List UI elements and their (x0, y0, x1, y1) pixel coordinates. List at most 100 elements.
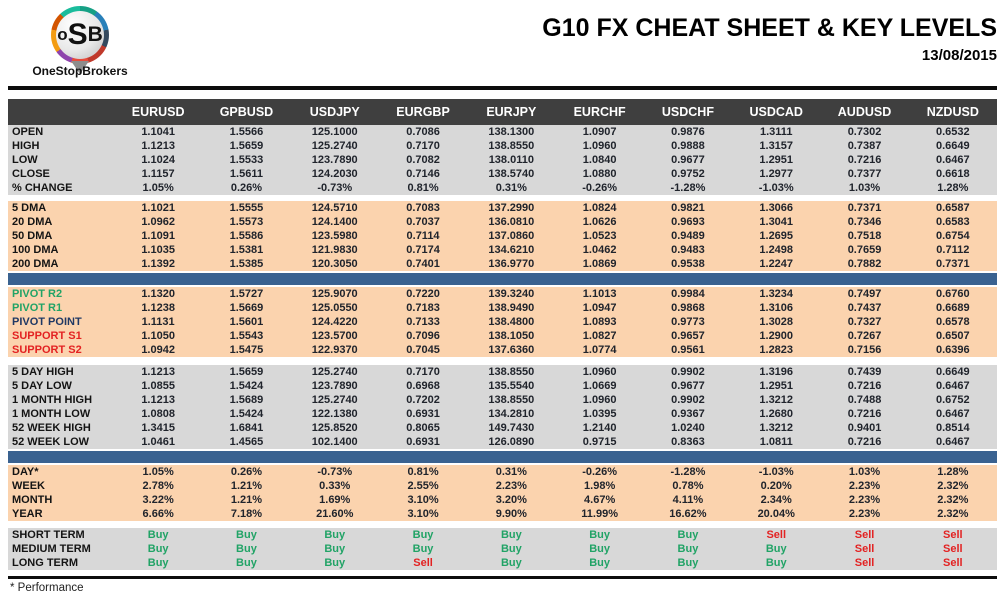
value-cell: 1.1320 (141, 288, 175, 300)
table-row: OPEN 1.1041 1.5566 125.1000 0.7086 138.1300 1.… (8, 125, 997, 139)
value-cell: 0.7220 (406, 288, 440, 300)
value-cell: 0.6931 (406, 436, 440, 448)
value-cell: 0.7183 (406, 302, 440, 314)
value-cell: 1.0880 (582, 168, 617, 180)
value-cell: -1.03% (758, 466, 794, 478)
column-header-gpbusd: GPBUSD (219, 105, 274, 119)
value-cell: 120.3050 (311, 258, 358, 270)
value-cell: 124.2030 (311, 168, 358, 180)
value-cell: 1.4565 (229, 436, 264, 448)
table-row: SUPPORT S2 1.0942 1.5475 122.9370 0.7045 137.… (8, 343, 997, 357)
value-cell: 1.3066 (759, 202, 794, 214)
value-cell: 0.9821 (671, 202, 705, 214)
value-cell: 125.2740 (311, 366, 358, 378)
value-cell: 1.03% (848, 466, 881, 478)
value-cell: 124.1400 (311, 216, 358, 228)
value-cell: 136.9770 (488, 258, 535, 270)
value-cell: 1.2680 (759, 408, 794, 420)
value-cell: 0.7174 (406, 244, 440, 256)
value-cell: 0.7216 (847, 408, 882, 420)
value-cell: 1.1238 (141, 302, 175, 314)
value-cell: 0.7082 (406, 154, 440, 166)
value-cell: 1.0240 (671, 422, 705, 434)
value-cell: 125.9070 (311, 288, 358, 300)
value-cell: 0.9752 (671, 168, 705, 180)
value-cell: 0.7488 (847, 394, 882, 406)
value-cell: 1.5669 (229, 302, 264, 314)
value-cell: 0.7216 (847, 380, 882, 392)
value-cell: 0.9693 (671, 216, 705, 228)
value-cell: 2.23% (495, 480, 527, 492)
section-divider-bar (8, 273, 997, 285)
table-row: 5 DAY HIGH 1.1213 1.5659 125.2740 0.7170 138.… (8, 365, 997, 379)
value-cell: 0.7216 (847, 436, 882, 448)
value-cell: 136.0810 (488, 216, 535, 228)
value-cell: 0.6467 (935, 436, 970, 448)
value-cell: 0.9677 (671, 380, 705, 392)
value-cell: 1.28% (937, 466, 969, 478)
signal-cell: Buy (500, 543, 522, 555)
value-cell: 1.1050 (141, 330, 175, 342)
section-range: 5 DAY HIGH 1.1213 1.5659 125.2740 0.7170 138.… (8, 365, 997, 449)
signal-cell: Sell (854, 529, 875, 541)
value-cell: 1.5689 (229, 394, 264, 406)
value-cell: 1.1157 (141, 168, 175, 180)
value-cell: 1.3111 (760, 126, 793, 138)
value-cell: 138.8550 (488, 394, 535, 406)
value-cell: -0.26% (582, 182, 618, 194)
value-cell: 1.0855 (141, 380, 175, 392)
value-cell: -1.03% (758, 182, 794, 194)
value-cell: 125.8520 (311, 422, 358, 434)
value-cell: 21.60% (316, 508, 354, 520)
value-cell: 0.6587 (935, 202, 970, 214)
value-cell: 0.7377 (847, 168, 882, 180)
value-cell: 0.9657 (671, 330, 705, 342)
signal-cell: Buy (147, 529, 169, 541)
value-cell: 0.20% (760, 480, 792, 492)
column-header-eurjpy: EURJPY (486, 105, 537, 119)
value-cell: 1.05% (142, 182, 174, 194)
row-label: SUPPORT S1 (12, 330, 82, 342)
value-cell: 0.26% (230, 182, 263, 194)
signal-cell: Buy (236, 543, 257, 555)
header-divider-rule (8, 86, 997, 90)
value-cell: 0.7882 (847, 258, 882, 270)
table-row: 200 DMA 1.1392 1.5385 120.3050 0.7401 136.977… (8, 257, 997, 271)
value-cell: 1.5543 (229, 330, 264, 342)
signal-cell: Sell (854, 557, 875, 569)
value-cell: 1.2900 (759, 330, 794, 342)
value-cell: 0.9367 (671, 408, 705, 420)
value-cell: 138.0110 (488, 154, 534, 166)
value-cell: 0.6467 (935, 154, 970, 166)
table-column-header: EURUSD GPBUSD USDJPY EURGBP EURJPY EURCHF USDC… (8, 99, 997, 125)
table-row: 1 MONTH HIGH 1.1213 1.5689 125.2740 0.7202 13… (8, 393, 997, 407)
value-cell: 0.8363 (671, 436, 705, 448)
value-cell: 0.26% (230, 466, 263, 478)
value-cell: 2.23% (848, 494, 881, 506)
value-cell: 138.8550 (488, 366, 535, 378)
value-cell: 1.0947 (582, 302, 617, 314)
value-cell: 2.23% (848, 480, 881, 492)
value-cell: 1.1392 (141, 258, 175, 270)
value-cell: 0.6760 (935, 288, 970, 300)
row-label: CLOSE (12, 168, 50, 180)
value-cell: 0.9538 (671, 258, 705, 270)
value-cell: 1.21% (230, 480, 263, 492)
value-cell: 102.1400 (311, 436, 358, 448)
value-cell: 1.1035 (141, 244, 175, 256)
value-cell: 0.7401 (406, 258, 440, 270)
section-signals: SHORT TERM Buy Buy Buy Buy Buy Buy Buy Sell Sell S… (8, 528, 997, 570)
table-row: 100 DMA 1.1035 1.5381 121.9830 0.7174 134.621… (8, 243, 997, 257)
value-cell: 137.2990 (488, 202, 535, 214)
value-cell: 0.6689 (935, 302, 970, 314)
value-cell: 1.1024 (141, 154, 175, 166)
value-cell: 0.7170 (406, 366, 440, 378)
value-cell: 0.7371 (935, 258, 970, 270)
signal-cell: Buy (147, 543, 169, 555)
value-cell: 1.28% (937, 182, 969, 194)
value-cell: 125.0550 (311, 302, 358, 314)
value-cell: 1.0869 (582, 258, 617, 270)
value-cell: 1.5385 (229, 258, 264, 270)
